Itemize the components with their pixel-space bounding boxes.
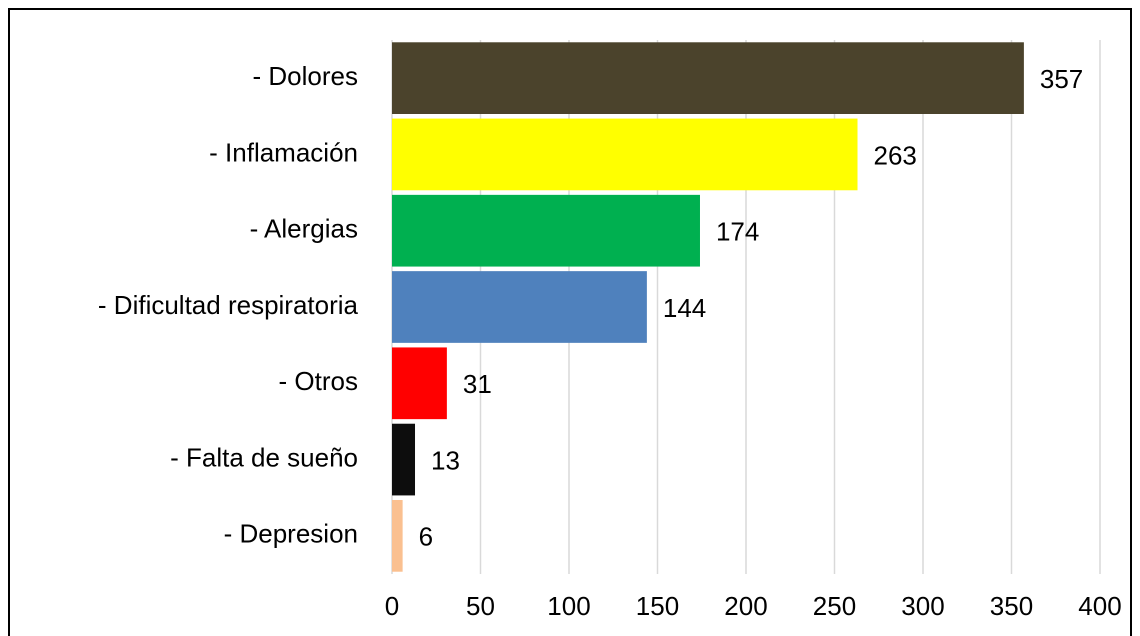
- bar: [392, 500, 403, 572]
- value-label: 31: [463, 369, 492, 399]
- x-tick-label: 400: [1078, 591, 1121, 621]
- value-label: 6: [419, 522, 433, 552]
- chart-border: [8, 8, 1132, 636]
- y-tick-label: - Depresion: [224, 519, 358, 549]
- value-label: 144: [663, 293, 706, 323]
- bar: [392, 423, 416, 496]
- y-tick-label: - Dificultad respiratoria: [98, 290, 359, 320]
- value-label: 174: [716, 217, 759, 247]
- bar: [392, 42, 1024, 114]
- x-tick-label: 250: [813, 591, 856, 621]
- value-label: 13: [431, 445, 460, 475]
- value-label: 357: [1040, 64, 1083, 94]
- x-tick-label: 300: [901, 591, 944, 621]
- value-label: 263: [874, 140, 917, 170]
- x-tick-label: 50: [466, 591, 495, 621]
- x-tick-label: 350: [990, 591, 1033, 621]
- bar: [392, 271, 647, 343]
- y-tick-label: - Dolores: [253, 61, 358, 91]
- bar: [392, 347, 447, 420]
- y-tick-label: - Otros: [279, 366, 358, 396]
- x-tick-label: 0: [385, 591, 399, 621]
- bar: [392, 194, 700, 267]
- x-tick-label: 200: [724, 591, 767, 621]
- x-tick-label: 100: [547, 591, 590, 621]
- y-tick-label: - Inflamación: [209, 137, 358, 167]
- y-tick-label: - Alergias: [250, 214, 358, 244]
- bar: [392, 118, 858, 191]
- x-tick-label: 150: [636, 591, 679, 621]
- y-tick-label: - Falta de sueño: [170, 442, 358, 472]
